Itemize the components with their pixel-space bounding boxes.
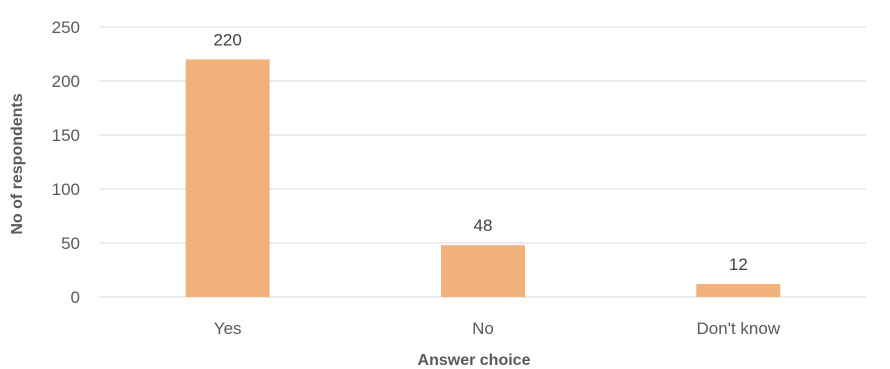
y-tick-label: 50 bbox=[61, 234, 80, 253]
y-axis-tick-labels: 0 50 100 150 200 250 bbox=[52, 18, 80, 307]
x-tick-label: No bbox=[472, 319, 494, 338]
y-tick-label: 150 bbox=[52, 126, 80, 145]
data-label: 220 bbox=[213, 30, 241, 49]
y-tick-label: 0 bbox=[71, 288, 80, 307]
bar-yes bbox=[185, 59, 270, 298]
bar-no bbox=[441, 245, 525, 297]
data-label: 48 bbox=[474, 216, 493, 235]
data-labels: 220 48 12 bbox=[213, 30, 747, 274]
x-axis-title: Answer choice bbox=[418, 352, 531, 369]
bar-don-t-know bbox=[696, 284, 781, 297]
bars bbox=[185, 59, 781, 298]
x-tick-label: Yes bbox=[214, 319, 242, 338]
x-axis-tick-labels: Yes No Don't know bbox=[214, 319, 781, 338]
data-label: 12 bbox=[729, 255, 748, 274]
y-axis-title: No of respondents bbox=[9, 93, 26, 234]
y-tick-label: 250 bbox=[52, 18, 80, 37]
x-tick-label: Don't know bbox=[697, 319, 781, 338]
y-tick-label: 200 bbox=[52, 72, 80, 91]
y-tick-label: 100 bbox=[52, 180, 80, 199]
